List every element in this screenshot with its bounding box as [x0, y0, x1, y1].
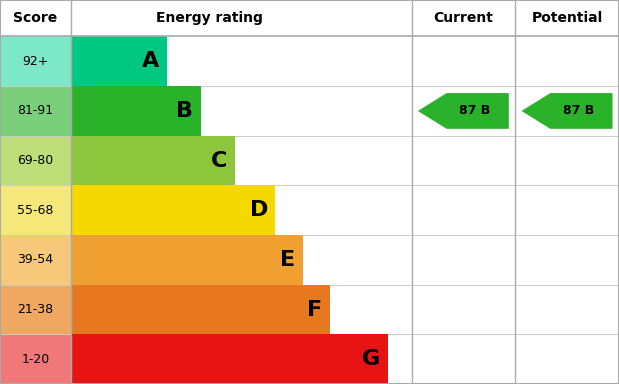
Bar — [71, 235, 303, 285]
Bar — [71, 285, 330, 334]
Text: A: A — [142, 51, 159, 71]
Text: 69-80: 69-80 — [17, 154, 54, 167]
Text: G: G — [362, 349, 380, 369]
Text: Score: Score — [14, 11, 58, 25]
Text: Current: Current — [433, 11, 493, 25]
Text: 39-54: 39-54 — [17, 253, 54, 266]
Bar — [71, 86, 412, 136]
Text: B: B — [176, 101, 193, 121]
Bar — [71, 285, 412, 334]
Text: 87 B: 87 B — [459, 104, 490, 118]
Bar — [412, 285, 619, 334]
Bar — [0, 235, 71, 285]
Bar — [412, 185, 619, 235]
Bar — [0, 0, 619, 36]
Bar — [71, 136, 412, 185]
Text: D: D — [249, 200, 268, 220]
Bar — [71, 185, 412, 235]
Text: 92+: 92+ — [22, 55, 49, 68]
Bar — [412, 136, 619, 185]
Polygon shape — [418, 93, 509, 129]
Bar — [71, 36, 412, 86]
Bar — [71, 334, 387, 384]
Text: E: E — [280, 250, 295, 270]
Text: Energy rating: Energy rating — [156, 11, 263, 25]
Bar — [412, 86, 619, 136]
Bar — [0, 36, 71, 86]
Bar — [412, 235, 619, 285]
Bar — [71, 86, 201, 136]
Text: F: F — [308, 300, 322, 319]
Text: 1-20: 1-20 — [22, 353, 50, 366]
Bar — [0, 136, 71, 185]
Bar — [0, 285, 71, 334]
Text: Potential: Potential — [531, 11, 603, 25]
Bar — [0, 86, 71, 136]
Bar — [412, 334, 619, 384]
Bar — [412, 36, 619, 86]
Bar — [0, 185, 71, 235]
Text: 55-68: 55-68 — [17, 204, 54, 217]
Text: C: C — [211, 151, 227, 170]
Bar — [71, 185, 275, 235]
Bar — [71, 334, 412, 384]
Bar — [71, 136, 235, 185]
Text: 81-91: 81-91 — [17, 104, 54, 118]
Text: 87 B: 87 B — [563, 104, 594, 118]
Bar — [71, 36, 167, 86]
Text: 21-38: 21-38 — [17, 303, 54, 316]
Bar — [0, 334, 71, 384]
Bar — [71, 235, 412, 285]
Polygon shape — [522, 93, 612, 129]
